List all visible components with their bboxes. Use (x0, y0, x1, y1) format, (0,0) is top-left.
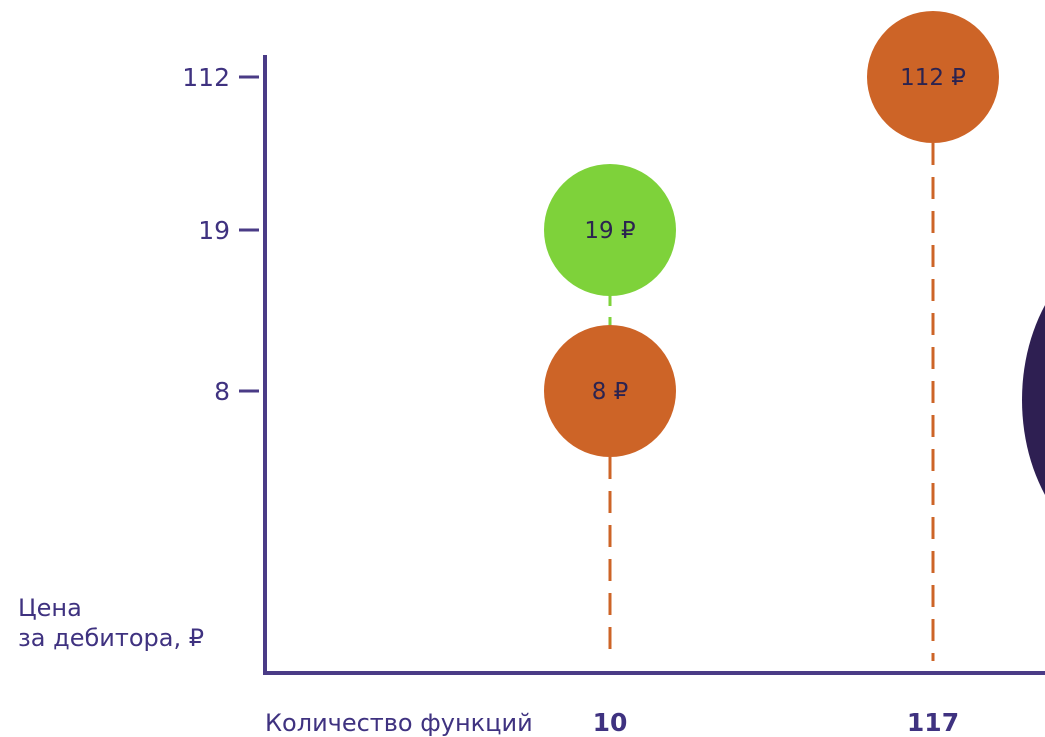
bubbles: 112 ₽ 19 ₽ 8 ₽ (544, 11, 999, 457)
partial-bubble (1022, 305, 1045, 495)
svg-text:19: 19 (198, 216, 230, 245)
svg-text:112: 112 (182, 63, 230, 92)
bubble-19 (544, 164, 676, 296)
bubble-label-8: 8 ₽ (592, 379, 629, 405)
y-tick-112: 112 (182, 63, 259, 92)
y-tick-19: 19 (198, 216, 259, 245)
bubble-label-112: 112 ₽ (900, 65, 966, 91)
x-tick-10: 10 (593, 708, 628, 737)
y-tick-8: 8 (214, 377, 259, 406)
y-axis-label-line-1: Цена (18, 594, 82, 622)
svg-text:8: 8 (214, 377, 230, 406)
bubble-8 (544, 325, 676, 457)
connector-lines (608, 143, 935, 661)
bubble-112 (867, 11, 999, 143)
bubble-label-19: 19 ₽ (584, 218, 635, 244)
x-axis-label: Количество функций (265, 709, 533, 737)
x-tick-117: 117 (907, 708, 959, 737)
y-axis-label-line-2: за дебитора, ₽ (18, 624, 204, 652)
